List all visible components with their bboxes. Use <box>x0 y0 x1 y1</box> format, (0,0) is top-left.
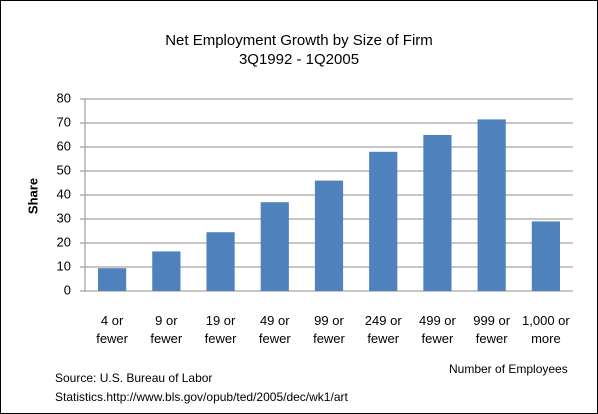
x-tick-label: 999 or fewer <box>473 313 511 346</box>
bar <box>477 119 506 292</box>
source-note: Source: U.S. Bureau of Labor Statistics.… <box>55 371 348 404</box>
y-tick-label: 20 <box>57 234 71 249</box>
bar <box>423 135 452 291</box>
x-tick-label: 249 or fewer <box>364 313 402 346</box>
bar <box>314 180 344 291</box>
y-tick-label: 80 <box>57 90 71 105</box>
bar <box>206 232 235 291</box>
bar <box>369 151 398 291</box>
y-tick-label: 70 <box>57 114 71 129</box>
chart-subtitle: 3Q1992 - 1Q2005 <box>239 51 359 68</box>
y-tick-label: 60 <box>57 138 71 153</box>
bar <box>152 251 181 291</box>
bar <box>531 221 560 291</box>
y-tick-label: 50 <box>57 162 71 177</box>
x-tick-label: 9 or fewer <box>150 313 183 346</box>
y-tick-label: 10 <box>57 258 71 273</box>
chart-title: Net Employment Growth by Size of Firm <box>165 32 433 49</box>
x-tick-label: 99 or fewer <box>313 313 345 346</box>
x-tick-label: 19 or fewer <box>204 313 237 346</box>
y-axis-label: Share <box>25 178 40 214</box>
bar <box>260 202 289 291</box>
y-tick-label: 0 <box>64 282 71 297</box>
x-axis-label: Number of Employees <box>449 362 568 376</box>
x-tick-label: 1,000 or more <box>522 313 570 346</box>
x-tick-label: 4 or fewer <box>96 313 128 346</box>
x-tick-label: 499 or fewer <box>419 313 456 346</box>
x-tick-label: 49 or fewer <box>258 313 291 346</box>
bar <box>98 268 127 291</box>
y-tick-label: 40 <box>57 186 71 201</box>
y-tick-label: 30 <box>57 210 71 225</box>
